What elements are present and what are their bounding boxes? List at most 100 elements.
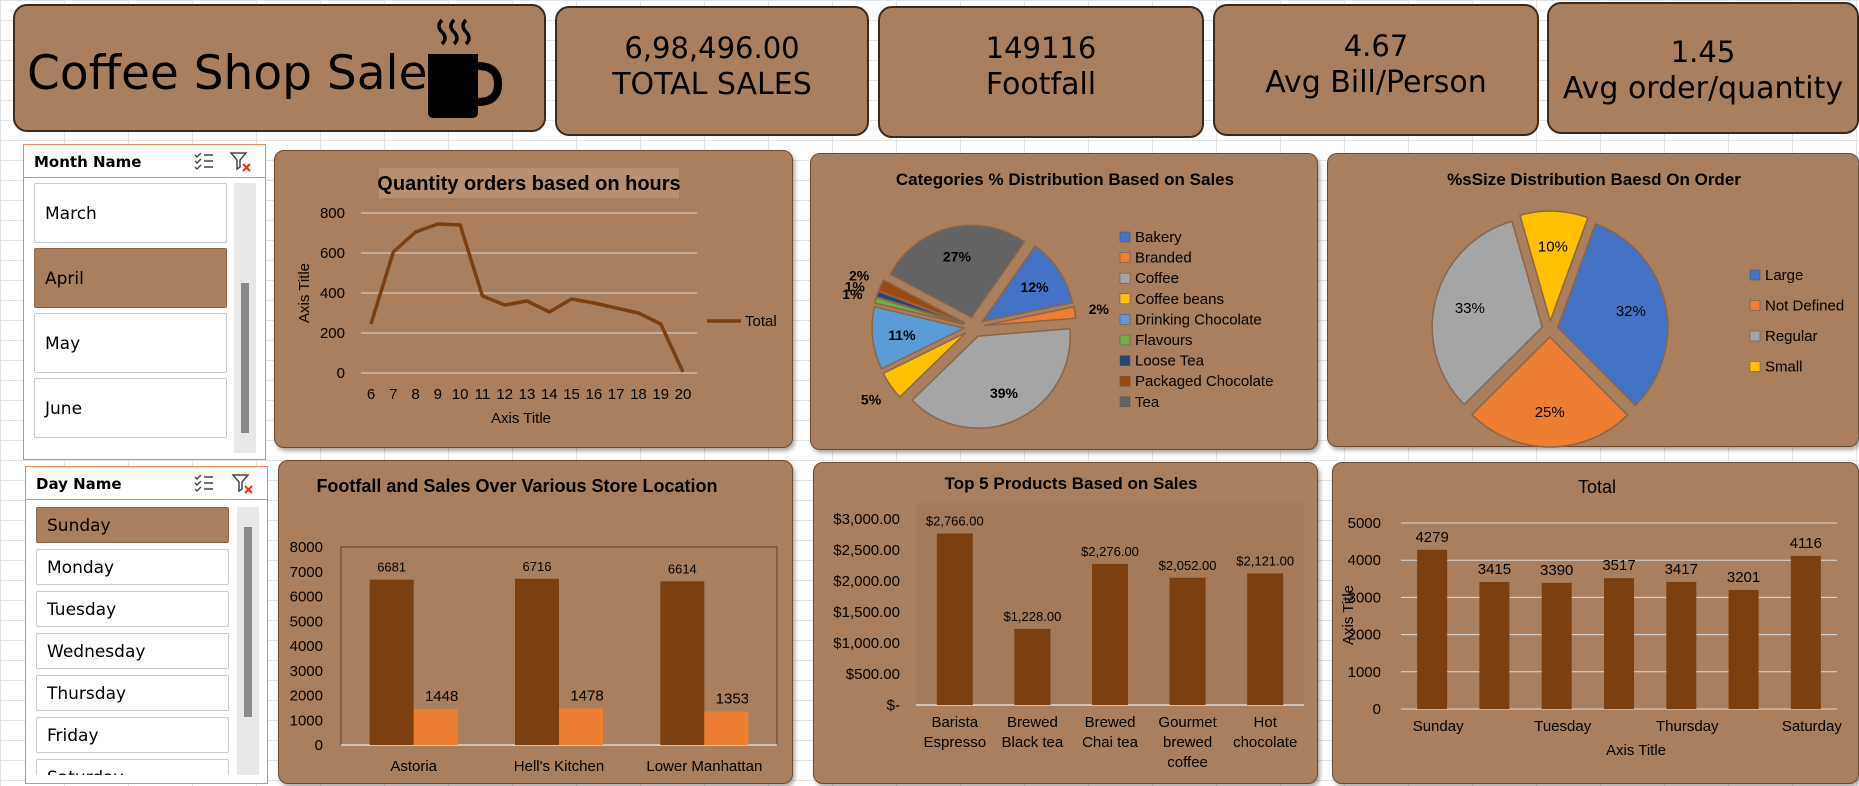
month-slicer: Month Name March April May June bbox=[23, 144, 266, 460]
legend-label: Packaged Chocolate bbox=[1135, 373, 1273, 390]
pie-slice-bakery bbox=[980, 245, 1074, 323]
x-tick-label: Saturday bbox=[1782, 718, 1843, 735]
data-label: 3417 bbox=[1665, 561, 1698, 578]
y-tick-label: 8000 bbox=[290, 539, 323, 556]
chart-card-days: Total 0 1000 2000 3000 4000 5000 4279 Sunday 3415… bbox=[1332, 462, 1859, 784]
legend-marker bbox=[1119, 231, 1131, 243]
x-tick-label: Brewed bbox=[1007, 714, 1058, 731]
kpi-avg-bill: 4.67 Avg Bill/Person bbox=[1213, 4, 1539, 136]
y-tick-label: $- bbox=[887, 697, 900, 714]
slicer-item-tuesday[interactable]: Tuesday bbox=[36, 591, 229, 627]
y-tick-label: $500.00 bbox=[846, 666, 900, 683]
legend-label: Tea bbox=[1135, 394, 1160, 411]
x-tick-label: Thursday bbox=[1656, 718, 1719, 735]
x-tick-label: Hot bbox=[1254, 714, 1278, 731]
x-tick-label: Espresso bbox=[924, 734, 987, 751]
data-label: 1448 bbox=[425, 688, 458, 705]
slicer-item-wednesday[interactable]: Wednesday bbox=[36, 633, 229, 669]
x-tick-label: 13 bbox=[519, 386, 536, 403]
y-tick-label: 2000 bbox=[290, 688, 323, 705]
legend-label: Total bbox=[745, 313, 777, 330]
x-tick-label: Gourmet bbox=[1158, 714, 1217, 731]
x-tick-label: coffee bbox=[1167, 754, 1208, 771]
legend-marker bbox=[1119, 314, 1131, 325]
y-tick-label: 2000 bbox=[1348, 627, 1381, 644]
kpi-total-sales: 6,98,496.00 TOTAL SALES bbox=[555, 6, 869, 136]
slicer-scrollbar[interactable] bbox=[234, 183, 256, 453]
legend-marker bbox=[1749, 330, 1761, 342]
y-tick-label: 3000 bbox=[1348, 589, 1381, 606]
y-tick-label: $3,000.00 bbox=[833, 511, 900, 528]
y-tick-label: $1,500.00 bbox=[833, 604, 900, 621]
pie-slice-packaged-chocolate bbox=[877, 278, 966, 324]
slicer-item-march[interactable]: March bbox=[34, 183, 227, 243]
slicer-item-saturday[interactable]: Saturday bbox=[36, 759, 229, 775]
slicer-item-april[interactable]: April bbox=[34, 248, 227, 308]
kpi-value: 1.45 bbox=[1670, 35, 1736, 69]
slicer-item-friday[interactable]: Friday bbox=[36, 717, 229, 753]
slicer-scrollbar[interactable] bbox=[237, 507, 259, 775]
scrollbar-thumb[interactable] bbox=[244, 527, 252, 717]
chart-title: Quantity orders based on hours bbox=[377, 173, 680, 195]
data-label: 32% bbox=[1616, 303, 1646, 320]
x-tick-label: Hell's Kitchen bbox=[514, 758, 604, 775]
legend-label: Drinking Chocolate bbox=[1135, 311, 1262, 328]
legend-label: Coffee bbox=[1135, 270, 1179, 287]
y-tick-label: $2,000.00 bbox=[833, 573, 900, 590]
legend-label: Not Defined bbox=[1765, 298, 1844, 315]
slicer-header: Day Name bbox=[26, 467, 267, 500]
pie-slice-tea bbox=[889, 224, 1026, 319]
x-tick-label: 11 bbox=[475, 386, 491, 403]
clear-filter-icon[interactable] bbox=[231, 473, 253, 494]
bar-footfall bbox=[660, 581, 705, 745]
x-tick-label: 16 bbox=[586, 386, 603, 403]
chart-card-hours: Quantity orders based on hours 0 200 400 600… bbox=[274, 150, 793, 448]
legend-marker bbox=[1119, 252, 1131, 263]
bar bbox=[1541, 582, 1572, 709]
y-tick-label: 600 bbox=[320, 245, 345, 262]
bar bbox=[1247, 573, 1284, 705]
data-label: 2% bbox=[1089, 301, 1110, 317]
series-line-total bbox=[369, 222, 685, 373]
slicer-item-may[interactable]: May bbox=[34, 313, 227, 373]
data-label: 6716 bbox=[523, 559, 552, 574]
scrollbar-thumb[interactable] bbox=[241, 283, 249, 433]
x-tick-label: 8 bbox=[411, 386, 419, 403]
kpi-label: Avg order/quantity bbox=[1562, 71, 1844, 106]
slicer-item-june[interactable]: June bbox=[34, 378, 227, 438]
pie-slice-drinking-chocolate bbox=[871, 305, 967, 370]
x-tick-label: 18 bbox=[630, 386, 647, 403]
slicer-item-monday[interactable]: Monday bbox=[36, 549, 229, 585]
x-tick-label: 7 bbox=[389, 386, 397, 403]
chart-card-products: Top 5 Products Based on Sales $- $500.00 $1… bbox=[813, 462, 1318, 784]
multi-select-icon[interactable] bbox=[194, 473, 214, 493]
multi-select-icon[interactable] bbox=[194, 151, 214, 171]
bar-sales bbox=[559, 708, 603, 745]
chart-title: Total bbox=[1578, 477, 1616, 497]
pie-slice-branded bbox=[983, 305, 1077, 327]
slicer-title: Month Name bbox=[34, 153, 142, 171]
x-tick-label: Tuesday bbox=[1534, 718, 1591, 735]
clear-filter-icon[interactable] bbox=[229, 151, 251, 172]
chart-card-stores: Footfall and Sales Over Various Store Lo… bbox=[278, 460, 793, 784]
data-label: 2% bbox=[849, 267, 870, 283]
x-tick-label: Lower Manhattan bbox=[646, 758, 762, 775]
data-label: $2,121.00 bbox=[1236, 553, 1294, 568]
x-tick-label: Astoria bbox=[390, 758, 437, 775]
data-label: 39% bbox=[990, 385, 1019, 401]
x-tick-label: 14 bbox=[541, 386, 558, 403]
legend-marker bbox=[1749, 361, 1761, 372]
slicer-item-sunday[interactable]: Sunday bbox=[36, 507, 229, 543]
y-tick-label: 1000 bbox=[290, 712, 323, 729]
legend-label: Bakery bbox=[1135, 229, 1182, 246]
x-axis-title: Axis Title bbox=[491, 410, 551, 427]
y-axis-title: Axis Title bbox=[296, 263, 313, 323]
y-tick-label: $1,000.00 bbox=[833, 635, 900, 652]
slicer-item-thursday[interactable]: Thursday bbox=[36, 675, 229, 711]
x-tick-label: 20 bbox=[675, 386, 692, 403]
bar bbox=[1728, 589, 1759, 709]
x-tick-label: Barista bbox=[931, 714, 978, 731]
y-tick-label: $2,500.00 bbox=[833, 542, 900, 559]
data-label: 4116 bbox=[1790, 535, 1822, 552]
data-label: 6681 bbox=[377, 560, 406, 575]
